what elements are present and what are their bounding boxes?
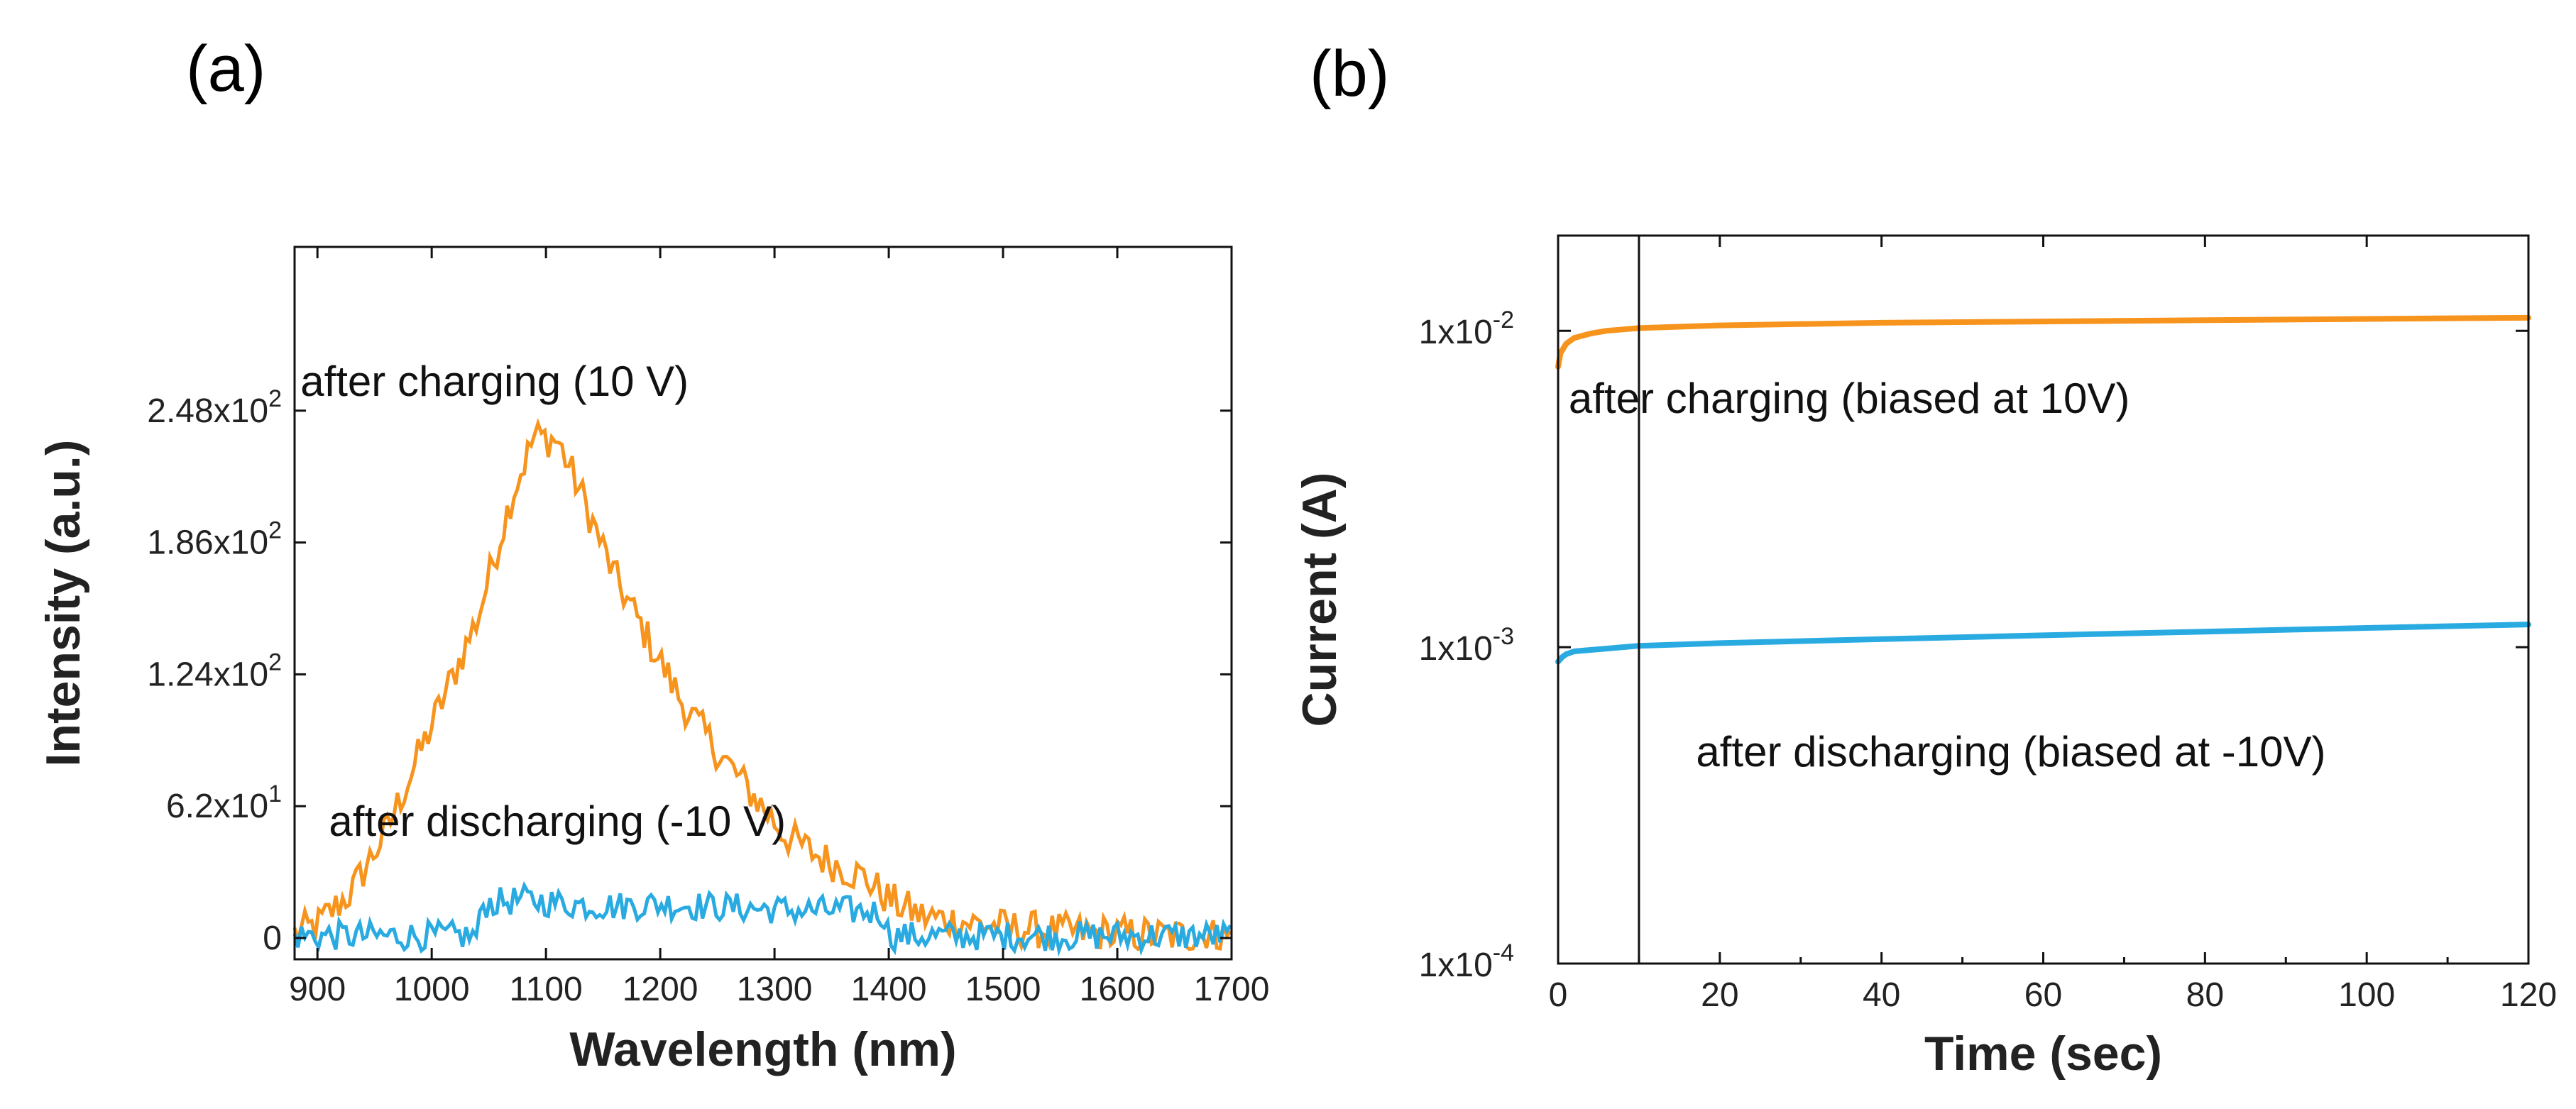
chart-b-x-tick-label: 0	[1549, 976, 1568, 1014]
chart-b-x-tick-label: 120	[2500, 976, 2557, 1014]
chart-a: Wavelength (nm) Intensity (a.u.) 900 1000…	[36, 245, 1270, 1076]
chart-a-y-tick-exponent: 1	[268, 780, 282, 807]
chart-a-y-tick-label: 1.86x102	[147, 517, 282, 562]
panel-a-label: (a)	[186, 33, 265, 105]
chart-b-y-axis-title: Current (A)	[1293, 473, 1347, 727]
chart-a-y-tick-label: 6.2x101	[166, 780, 282, 825]
chart-b-y-tick-mantissa: 1x10	[1419, 947, 1493, 984]
chart-b-x-axis-title: Time (sec)	[1924, 1027, 2162, 1081]
chart-a-x-tick-label: 1600	[1080, 971, 1156, 1008]
chart-a-y-axis-title: Intensity (a.u.)	[36, 440, 90, 767]
chart-a-y-tick-exponent: 2	[268, 649, 282, 675]
chart-a-y-tick-mantissa: 1.86x10	[147, 524, 268, 562]
chart-a-x-tick-label: 1100	[510, 971, 583, 1008]
chart-a-y-tick-label: 2.48x102	[147, 385, 282, 430]
chart-a-y-tick-label: 1.24x102	[147, 649, 282, 693]
chart-a-x-tick-label: 1700	[1194, 971, 1270, 1008]
chart-a-y-tick-mantissa: 0	[263, 920, 282, 957]
chart-b-x-tick-label: 60	[2024, 976, 2062, 1014]
chart-a-x-axis-title: Wavelength (nm)	[569, 1022, 956, 1076]
chart-b-annotation: after discharging (biased at -10V)	[1696, 728, 2325, 776]
chart-a-x-tick-label: 1000	[394, 971, 470, 1008]
chart-a-y-tick-mantissa: 6.2x10	[166, 788, 268, 825]
chart-a-x-tick-label: 1200	[623, 971, 698, 1008]
chart-b-y-tick-label: 1x10-2	[1419, 307, 1514, 351]
chart-b-y-tick-exponent: -4	[1493, 939, 1514, 966]
chart-a-y-tick-mantissa: 1.24x10	[147, 656, 268, 693]
chart-b-annotation: after charging (biased at 10V)	[1569, 375, 2130, 422]
chart-b-x-tick-label: 20	[1701, 976, 1738, 1014]
panel-b-label: (b)	[1310, 38, 1389, 110]
chart-a-y-tick-label: 0	[263, 920, 282, 957]
chart-b-frame	[1557, 234, 2530, 965]
chart-a-x-tick-label: 1300	[737, 971, 813, 1008]
chart-b-y-tick-label: 1x10-4	[1419, 939, 1514, 984]
chart-b-y-tick-mantissa: 1x10	[1419, 630, 1493, 668]
chart-b-series-charging	[1555, 314, 2531, 370]
chart-b: Time (sec) Current (A) 0 20 40 60 80 100 120 1x…	[1293, 234, 2557, 1081]
chart-a-y-tick-exponent: 2	[268, 385, 282, 412]
chart-a-y-tick-mantissa: 2.48x10	[147, 392, 268, 430]
chart-a-x-tick-label: 1500	[965, 971, 1041, 1008]
chart-b-series-discharging	[1555, 622, 2531, 665]
chart-a-y-tick-exponent: 2	[268, 517, 282, 544]
chart-a-annotation: after charging (10 V)	[300, 358, 689, 405]
chart-a-frame	[293, 245, 1233, 961]
chart-b-y-tick-exponent: -3	[1493, 623, 1514, 650]
chart-b-y-tick-exponent: -2	[1493, 307, 1514, 333]
chart-a-annotation: after discharging (-10 V)	[329, 798, 786, 845]
chart-a-series-charging	[292, 417, 1232, 952]
chart-b-y-tick-mantissa: 1x10	[1419, 314, 1493, 351]
chart-a-x-tick-label: 1400	[851, 971, 927, 1008]
chart-b-x-tick-label: 100	[2338, 976, 2395, 1014]
chart-a-series-discharging	[292, 881, 1232, 957]
chart-b-x-tick-label: 40	[1863, 976, 1900, 1014]
chart-b-y-tick-label: 1x10-3	[1419, 623, 1514, 668]
chart-b-x-tick-label: 80	[2186, 976, 2224, 1014]
chart-a-x-tick-label: 900	[289, 971, 346, 1008]
